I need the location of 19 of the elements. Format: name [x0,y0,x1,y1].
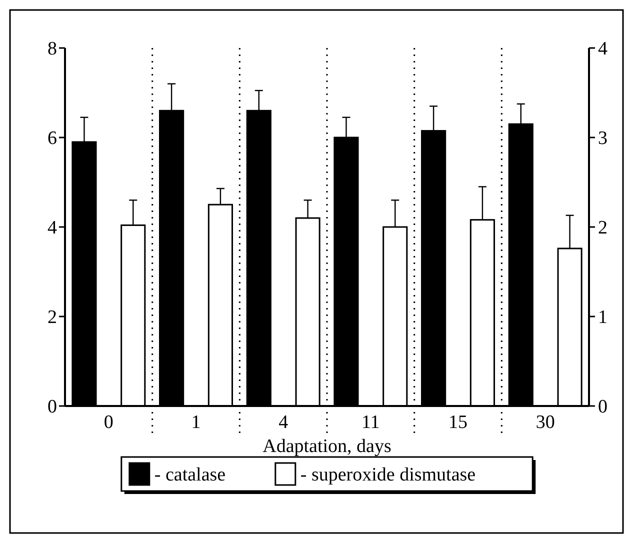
x-tick-label: 0 [104,412,114,433]
x-axis-title: Adaptation, days [262,436,392,457]
x-tick-label: 4 [278,412,289,433]
y2-tick-label: 0 [598,396,608,418]
y-tick-label: 0 [48,396,57,418]
x-tick-label: 30 [536,412,555,433]
y-tick-label: 4 [48,218,58,239]
y2-tick-label: 2 [598,218,608,239]
y2-tick-label: 1 [598,307,608,328]
y-tick-label: 8 [48,38,57,60]
y2-tick-label: 3 [598,128,608,150]
legend-label: - catalase [154,464,226,486]
x-tick-label: 11 [362,412,380,433]
x-tick-label: 1 [191,412,201,433]
x-tick-label: 15 [448,412,468,433]
y-tick-label: 6 [48,128,57,150]
legend-label: - superoxide dismutase [300,464,476,486]
y-tick-label: 2 [48,307,57,328]
y2-tick-label: 4 [598,38,608,60]
